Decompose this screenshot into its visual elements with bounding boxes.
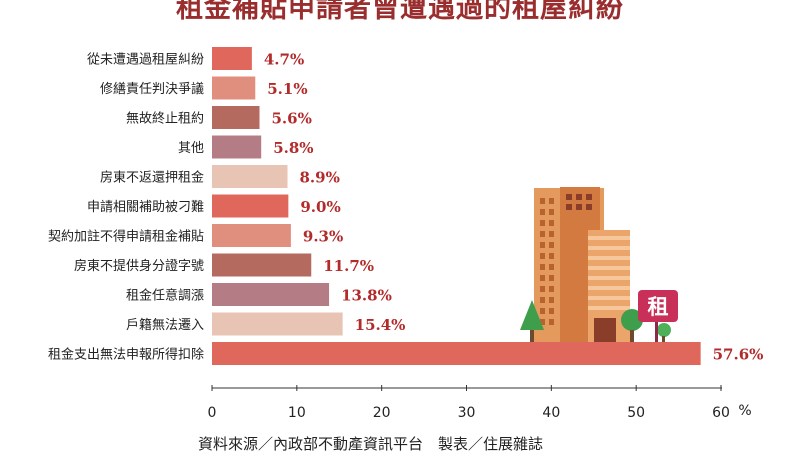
x-tick-label: 10 bbox=[288, 405, 306, 421]
bar bbox=[212, 312, 343, 336]
rent-sign-board bbox=[638, 290, 678, 322]
value-label: 8.9% bbox=[300, 169, 340, 187]
value-label: 5.1% bbox=[267, 80, 307, 98]
category-label: 從未遭遇過租屋糾紛 bbox=[87, 53, 204, 68]
bar bbox=[212, 283, 330, 306]
value-label: 11.7% bbox=[323, 257, 374, 275]
bar bbox=[212, 47, 252, 70]
bars-group: 從未遭遇過租屋糾紛 4.7% 修繕責任判決爭議 5.1% 無故終止租約 5.6% 其他 5.8… bbox=[48, 47, 763, 365]
category-label: 申請相關補助被刁難 bbox=[87, 200, 204, 215]
bar bbox=[212, 76, 256, 100]
bush-icon bbox=[657, 323, 671, 337]
x-axis: 0 10 20 30 40 50 60% bbox=[208, 385, 752, 421]
x-tick-label: 40 bbox=[542, 405, 560, 421]
category-label: 修繕責任判決爭議 bbox=[100, 81, 204, 97]
x-tick-label: 20 bbox=[373, 405, 391, 421]
category-label: 房東不提供身分證字號 bbox=[74, 258, 204, 274]
bar bbox=[212, 194, 289, 218]
building-windows bbox=[540, 194, 630, 325]
x-tick-label: 60 bbox=[712, 405, 730, 421]
value-label: 9.3% bbox=[303, 228, 343, 246]
bar bbox=[212, 135, 262, 159]
category-label: 房東不返還押租金 bbox=[100, 170, 204, 186]
category-label: 租金支出無法申報所得扣除 bbox=[48, 347, 204, 363]
chart-title: 租金補貼申請者曾遭遇過的租屋糾紛 bbox=[176, 0, 624, 24]
bar bbox=[212, 253, 312, 277]
value-label: 15.4% bbox=[355, 316, 406, 334]
x-tick-label: 50 bbox=[627, 405, 645, 421]
bar bbox=[212, 224, 291, 247]
building-door bbox=[594, 318, 616, 342]
bar bbox=[212, 106, 260, 129]
value-label: 5.6% bbox=[272, 110, 312, 128]
value-label: 57.6% bbox=[713, 346, 764, 364]
rent-sign-icon: 租 bbox=[638, 290, 678, 342]
category-label: 戶籍無法遷入 bbox=[126, 317, 204, 333]
tree-icon bbox=[520, 300, 544, 330]
x-tick-label: 30 bbox=[458, 405, 476, 421]
category-label: 無故終止租約 bbox=[126, 111, 204, 127]
rent-sign-text: 租 bbox=[648, 295, 669, 319]
x-tick-label: 0 bbox=[208, 405, 217, 421]
category-label: 契約加註不得申請租金補貼 bbox=[48, 229, 204, 245]
value-label: 4.7% bbox=[264, 51, 304, 69]
category-label: 其他 bbox=[178, 141, 204, 156]
tree-icon bbox=[621, 309, 643, 331]
x-axis-unit: % bbox=[738, 403, 751, 419]
category-label: 租金任意調漲 bbox=[126, 288, 204, 304]
building-illustration: 租 bbox=[520, 187, 678, 342]
value-label: 13.8% bbox=[341, 287, 392, 305]
source-note: 資料來源／內政部不動產資訊平台 製表／住展雜誌 bbox=[198, 435, 544, 453]
value-label: 9.0% bbox=[300, 198, 340, 216]
bar bbox=[212, 165, 288, 188]
value-label: 5.8% bbox=[273, 139, 313, 157]
bar bbox=[212, 342, 701, 365]
